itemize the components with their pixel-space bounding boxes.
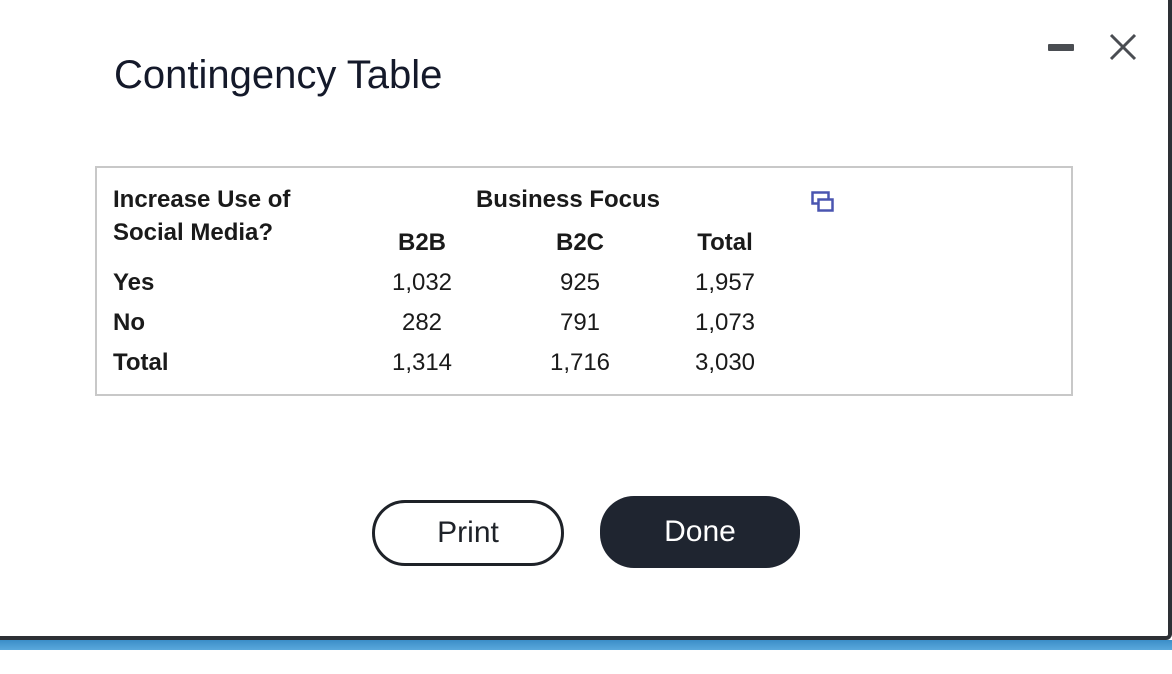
table-cell: 282	[401, 309, 443, 336]
table-cell: 1,314	[391, 349, 453, 376]
close-icon[interactable]	[1108, 32, 1138, 62]
print-button[interactable]: Print	[372, 500, 564, 566]
row-header-line1: Increase Use of	[113, 186, 291, 213]
contingency-table	[95, 166, 1073, 396]
table-cell: 1,073	[694, 309, 756, 336]
table-cell: 3,030	[694, 349, 756, 376]
done-button[interactable]: Done	[600, 496, 800, 568]
table-cell: 1,716	[549, 349, 611, 376]
copy-to-spreadsheet-icon[interactable]	[811, 191, 835, 213]
column-group-header: Business Focus	[475, 186, 661, 213]
minimize-icon[interactable]	[1048, 43, 1074, 52]
column-header-b2b: B2B	[397, 229, 446, 256]
row-label-yes: Yes	[113, 269, 155, 296]
table-cell: 1,957	[694, 269, 756, 296]
column-header-total: Total	[697, 229, 753, 256]
contingency-table-dialog: Contingency Table Increase Use of Social…	[0, 0, 1172, 640]
dialog-title: Contingency Table	[114, 53, 443, 97]
table-cell: 925	[559, 269, 601, 296]
row-label-total: Total	[113, 349, 169, 376]
window-bottom-strip	[0, 640, 1172, 650]
column-header-b2c: B2C	[555, 229, 604, 256]
row-header-line2: Social Media?	[113, 219, 274, 246]
table-cell: 791	[559, 309, 601, 336]
table-cell: 1,032	[391, 269, 453, 296]
row-label-no: No	[113, 309, 145, 336]
